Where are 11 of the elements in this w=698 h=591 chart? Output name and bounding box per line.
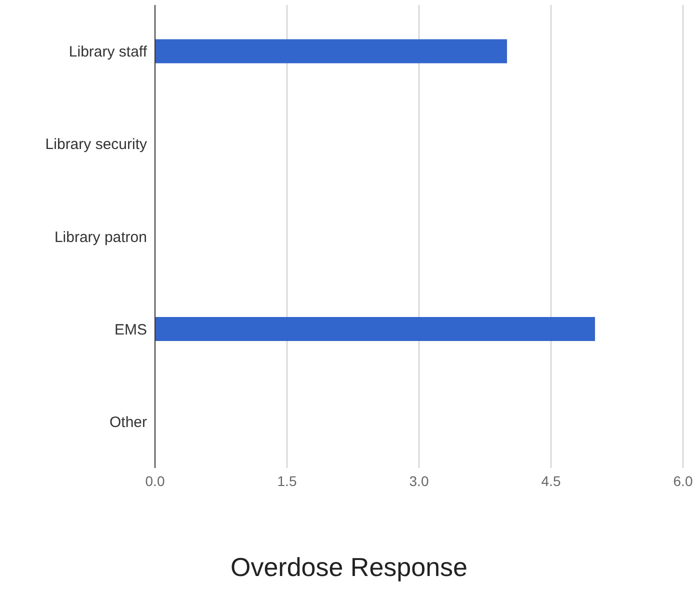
y-tick-label: Library staff (68, 44, 148, 61)
y-tick-label: Library patron (54, 228, 147, 246)
x-tick-label: 0.0 (145, 472, 165, 489)
y-tick-label: Other (109, 414, 148, 432)
text: Overdose Response (229, 552, 469, 583)
y-tick-label: EMS (114, 321, 147, 338)
y-tick-label: Library security (45, 136, 148, 154)
x-tick-label: 6.0 (673, 472, 693, 489)
x-tick-label: 4.5 (541, 472, 561, 489)
x-tick-label: 1.5 (277, 472, 297, 489)
x-tick-label: 3.0 (409, 472, 429, 489)
